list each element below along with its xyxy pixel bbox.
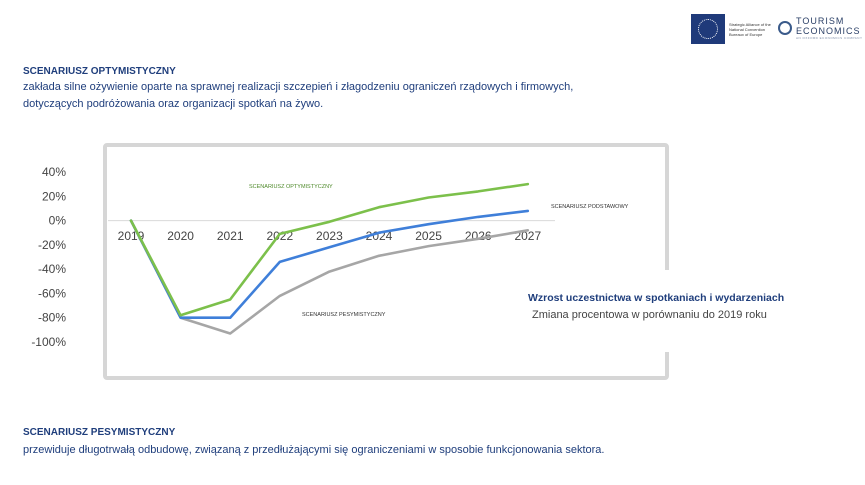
tourism-economics-logo: TOURISM ECONOMICS AN OXFORD ECONOMICS CO… <box>778 16 862 40</box>
eu-logo-text: Strategic Alliance of the National Conve… <box>729 21 771 37</box>
pessimistic-heading: SCENARIUSZ PESYMISTYCZNY <box>23 427 176 438</box>
series-line <box>129 219 530 335</box>
series-label: SCENARIUSZ PESYMISTYCZNY <box>302 312 386 318</box>
caption-box <box>520 270 865 352</box>
series-line <box>129 182 530 317</box>
y-tick-label: 0% <box>49 214 67 228</box>
convention-bureaux-logo: Strategic Alliance of the National Conve… <box>691 14 773 44</box>
x-tick-label: 2020 <box>167 229 194 243</box>
pessimistic-text: przewiduje długotrwałą odbudowę, związan… <box>23 444 605 456</box>
chart-subtitle: Zmiana procentowa w porównaniu do 2019 r… <box>532 309 767 321</box>
y-tick-label: 40% <box>42 165 66 179</box>
eu-stars-icon <box>691 14 725 44</box>
y-tick-label: 20% <box>42 189 66 203</box>
chart-title: Wzrost uczestnictwa w spotkaniach i wyda… <box>528 292 785 304</box>
te-line2: ECONOMICS <box>796 26 861 36</box>
series-label: SCENARIUSZ OPTYMISTYCZNY <box>249 184 333 190</box>
y-tick-label: -80% <box>38 311 66 325</box>
optimistic-line2: dotyczących podróżowania oraz organizacj… <box>23 98 324 110</box>
y-tick-label: -40% <box>38 262 66 276</box>
optimistic-heading: SCENARIUSZ OPTYMISTYCZNY <box>23 66 176 77</box>
series-line <box>129 209 530 320</box>
te-line1: TOURISM <box>796 16 845 26</box>
y-tick-label: -100% <box>31 335 66 349</box>
x-tick-label: 2023 <box>316 229 343 243</box>
series-label: SCENARIUSZ PODSTAWOWY <box>551 204 629 210</box>
globe-icon <box>778 21 792 35</box>
y-tick-label: -20% <box>38 238 66 252</box>
x-tick-label: 2021 <box>217 229 244 243</box>
optimistic-line1: zakłada silne ożywienie oparte na sprawn… <box>23 81 574 93</box>
y-tick-label: -60% <box>38 286 66 300</box>
chart-frame <box>103 143 669 380</box>
te-sub: AN OXFORD ECONOMICS COMPANY <box>796 36 863 40</box>
x-tick-label: 2025 <box>415 229 442 243</box>
